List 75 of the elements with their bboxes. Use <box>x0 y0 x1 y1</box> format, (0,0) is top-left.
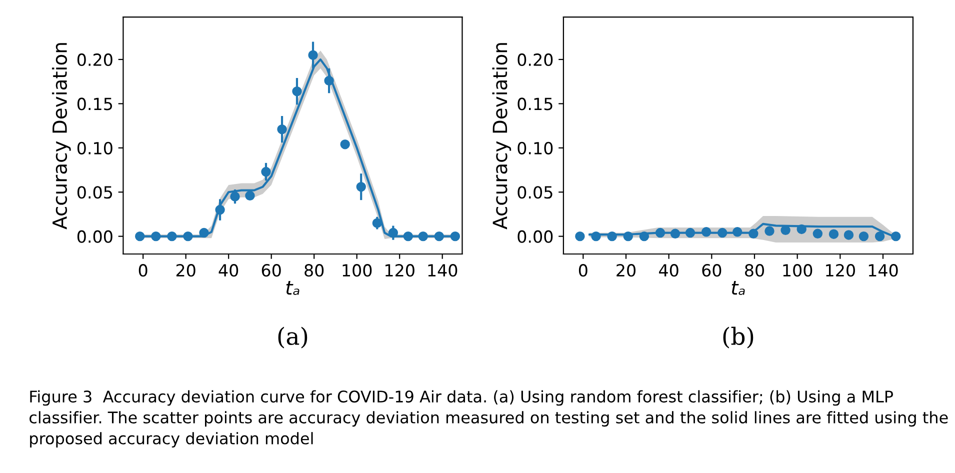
point <box>308 50 318 60</box>
x-tick-label: 120 <box>826 264 855 277</box>
point <box>277 124 287 134</box>
point <box>748 228 758 239</box>
point <box>639 231 650 242</box>
x-tick-label: 40 <box>659 264 678 277</box>
point <box>230 192 240 202</box>
point <box>167 231 177 242</box>
point <box>261 166 271 177</box>
x-tick-label: 0 <box>578 264 588 277</box>
point <box>245 190 255 201</box>
point <box>718 228 728 238</box>
x-tick-label: 60 <box>702 264 722 277</box>
text: (b) <box>723 326 754 348</box>
point <box>340 139 350 150</box>
point <box>575 231 585 242</box>
x-axis-title: tₐ <box>286 280 300 295</box>
point <box>655 228 666 238</box>
x-tick-label: 0 <box>138 264 148 277</box>
y-axis-title: Accuracy Deviation <box>492 43 512 230</box>
point <box>199 228 209 238</box>
y-tick-label: 0.05 <box>77 186 112 199</box>
point <box>183 231 193 242</box>
point <box>434 231 444 242</box>
point <box>685 228 696 238</box>
point <box>623 231 633 242</box>
x-tick-label: 80 <box>745 264 764 277</box>
y-tick-label: 0.15 <box>77 98 112 110</box>
point <box>890 231 901 242</box>
point <box>732 227 742 237</box>
x-tick-label: 40 <box>218 264 238 277</box>
point <box>292 86 302 96</box>
x-tick-label: 100 <box>783 264 812 277</box>
point <box>324 76 334 86</box>
y-tick-label: 0.20 <box>518 53 553 66</box>
y-tick-label: 0.20 <box>77 53 112 66</box>
point <box>372 218 382 228</box>
point <box>764 226 774 236</box>
point <box>874 231 885 242</box>
point <box>780 225 790 235</box>
y-tick-label: 0.00 <box>518 230 553 243</box>
point <box>701 227 712 237</box>
caption: Figure 3 Accuracy deviation curve for COVID-19 Air data. (a) Using random forest classifier; (b) Using a MLP classifier. The scatter points are accuracy deviation measured on testing set and the solid lines are fitted using the proposed accuracy deviation model <box>30 390 948 448</box>
y-axis-title: Accuracy Deviation <box>52 43 71 230</box>
y-tick-label: 0.05 <box>518 186 552 199</box>
point <box>607 231 617 242</box>
x-tick-label: 140 <box>428 264 458 277</box>
y-tick-label: 0.10 <box>77 142 112 154</box>
x-tick-label: 100 <box>342 264 372 277</box>
x-tick-label: 80 <box>304 264 324 277</box>
point <box>356 182 366 192</box>
x-tick-label: 140 <box>868 264 898 277</box>
point <box>796 224 806 234</box>
y-tick-label: 0.15 <box>518 98 552 110</box>
x-tick-label: 60 <box>262 264 281 277</box>
point <box>670 228 680 239</box>
point <box>450 231 460 242</box>
point <box>151 231 161 242</box>
point <box>388 228 398 238</box>
y-tick-label: 0.00 <box>77 230 112 243</box>
x-tick-label: 20 <box>616 264 636 277</box>
x-tick-label: 20 <box>176 264 196 277</box>
point <box>858 231 869 242</box>
point <box>812 228 823 239</box>
point <box>215 204 225 215</box>
x-tick-label: 120 <box>386 264 414 277</box>
point <box>828 229 839 239</box>
x-axis-title: tₐ <box>732 280 745 295</box>
point <box>418 231 428 242</box>
text: (a) <box>278 326 308 348</box>
point <box>135 231 145 242</box>
point <box>403 231 413 242</box>
point <box>844 230 854 240</box>
y-tick-label: 0.10 <box>518 142 553 154</box>
point <box>591 231 601 242</box>
